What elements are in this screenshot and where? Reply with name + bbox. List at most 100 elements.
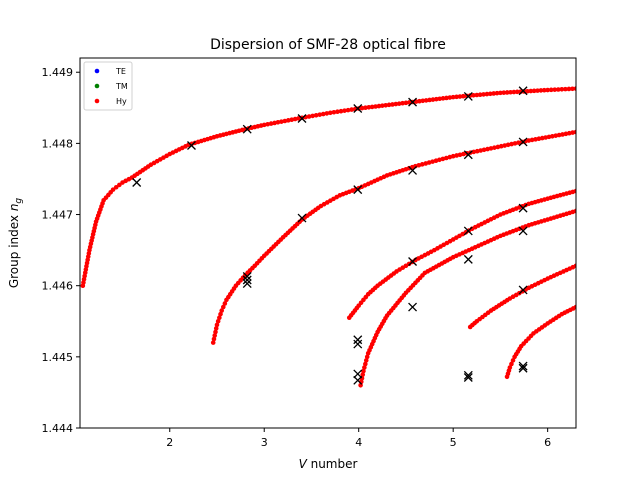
data-point bbox=[356, 106, 362, 111]
data-point bbox=[213, 329, 218, 335]
data-point bbox=[403, 100, 409, 106]
data-point bbox=[440, 156, 446, 162]
data-point bbox=[573, 263, 576, 269]
data-point bbox=[437, 96, 442, 102]
data-point bbox=[380, 103, 385, 108]
data-point bbox=[214, 322, 220, 328]
data-point bbox=[417, 98, 422, 104]
data-point bbox=[261, 122, 267, 128]
data-point bbox=[531, 88, 537, 94]
x-marker bbox=[242, 279, 252, 289]
x-marker bbox=[132, 178, 142, 187]
data-point bbox=[376, 103, 382, 109]
data-point bbox=[386, 102, 392, 108]
data-point bbox=[324, 111, 330, 116]
data-point bbox=[471, 93, 476, 98]
data-point bbox=[320, 111, 326, 117]
x-marker bbox=[518, 203, 528, 213]
data-point bbox=[117, 182, 122, 188]
x-marker bbox=[518, 86, 528, 96]
data-point bbox=[215, 318, 221, 324]
data-point bbox=[450, 153, 456, 159]
data-point bbox=[444, 155, 449, 161]
x-marker bbox=[187, 141, 196, 150]
data-point bbox=[289, 117, 295, 123]
data-point bbox=[461, 151, 466, 157]
data-point bbox=[218, 311, 223, 317]
data-point bbox=[396, 101, 402, 106]
data-point bbox=[511, 89, 517, 95]
data-point bbox=[535, 88, 540, 93]
data-point bbox=[212, 333, 218, 338]
x-marker bbox=[518, 137, 528, 147]
data-point bbox=[573, 129, 576, 135]
data-point bbox=[306, 114, 312, 119]
data-point bbox=[538, 88, 544, 93]
data-point bbox=[219, 308, 225, 313]
data-point bbox=[454, 153, 459, 158]
data-point bbox=[541, 87, 547, 93]
data-point bbox=[573, 188, 576, 194]
x-marker bbox=[242, 124, 252, 134]
data-point bbox=[335, 109, 340, 115]
legend-label: Hy bbox=[116, 97, 127, 106]
data-point bbox=[512, 141, 518, 146]
x-marker bbox=[353, 369, 363, 379]
data-point bbox=[444, 95, 449, 101]
x-marker bbox=[518, 361, 528, 371]
data-point bbox=[275, 120, 281, 125]
data-point bbox=[474, 92, 480, 98]
y-tick-label: 1.448 bbox=[42, 137, 74, 150]
data-point bbox=[454, 94, 459, 100]
data-point bbox=[447, 95, 453, 100]
data-point bbox=[282, 118, 288, 124]
data-point bbox=[222, 301, 228, 306]
data-point bbox=[423, 98, 429, 103]
data-point bbox=[573, 304, 576, 310]
data-point bbox=[366, 105, 372, 110]
x-marker bbox=[518, 226, 528, 236]
y-tick-label: 1.444 bbox=[42, 422, 74, 435]
data-point bbox=[573, 86, 576, 91]
data-point bbox=[338, 108, 344, 114]
legend-marker bbox=[94, 83, 100, 89]
data-point bbox=[363, 361, 368, 367]
x-marker bbox=[297, 114, 307, 123]
data-point bbox=[361, 368, 366, 374]
data-point bbox=[570, 86, 575, 92]
data-point bbox=[552, 87, 558, 92]
x-marker bbox=[408, 165, 418, 175]
data-point bbox=[481, 92, 486, 97]
data-point bbox=[363, 358, 369, 363]
data-point bbox=[362, 365, 367, 370]
x-marker bbox=[353, 335, 363, 345]
data-point bbox=[477, 92, 483, 97]
data-point bbox=[478, 148, 483, 153]
data-point bbox=[310, 113, 315, 119]
x-marker bbox=[463, 150, 473, 160]
data-point bbox=[461, 93, 466, 99]
x-marker bbox=[297, 213, 307, 223]
data-point bbox=[328, 110, 333, 116]
x-marker bbox=[518, 363, 528, 373]
data-point bbox=[492, 145, 497, 150]
data-point bbox=[369, 104, 375, 110]
data-point bbox=[113, 184, 119, 190]
data-point bbox=[495, 144, 501, 150]
data-point bbox=[331, 109, 337, 115]
data-point bbox=[501, 90, 507, 95]
data-point bbox=[545, 87, 550, 93]
plot-area bbox=[80, 86, 576, 388]
data-point bbox=[488, 91, 493, 97]
data-point bbox=[419, 162, 425, 167]
data-point bbox=[516, 140, 521, 145]
data-point bbox=[507, 365, 513, 370]
data-point bbox=[471, 149, 477, 155]
x-axis-label-rest: number bbox=[307, 457, 358, 471]
data-point bbox=[383, 102, 389, 108]
data-point bbox=[488, 146, 494, 151]
data-point bbox=[502, 143, 508, 148]
data-point bbox=[217, 315, 222, 321]
